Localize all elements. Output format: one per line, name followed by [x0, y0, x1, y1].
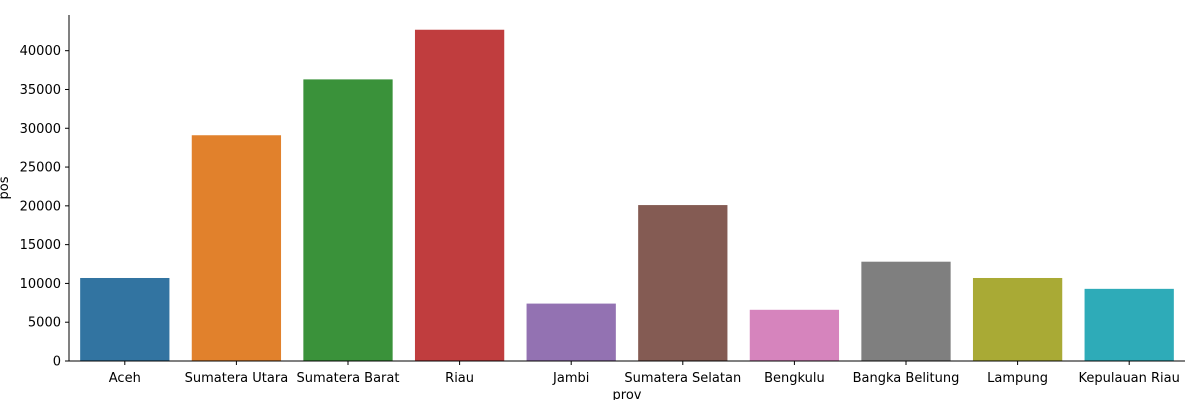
bar-aceh — [80, 277, 170, 361]
bar-bengkulu — [749, 309, 840, 361]
x-tick-label: Bangka Belitung — [853, 371, 960, 386]
bar-sumatera-barat — [303, 79, 393, 361]
x-tick-label: Jambi — [552, 371, 589, 386]
bars-group — [80, 29, 1174, 362]
y-tick-label: 20000 — [20, 199, 61, 214]
y-tick-label: 5000 — [28, 316, 61, 331]
x-tick-label: Kepulauan Riau — [1079, 371, 1180, 386]
y-tick-label: 25000 — [20, 161, 61, 176]
x-axis-label: prov — [613, 388, 642, 400]
bar-jambi — [526, 303, 616, 361]
bar-kepulauan-riau — [1084, 288, 1174, 361]
x-tick-label: Bengkulu — [764, 371, 825, 386]
x-tick-label: Lampung — [987, 371, 1048, 386]
x-tick-label: Sumatera Utara — [185, 371, 289, 386]
y-tick-label: 30000 — [20, 122, 61, 137]
y-tick-label: 15000 — [20, 238, 61, 253]
x-tick-label: Sumatera Barat — [297, 371, 400, 386]
bar-sumatera-utara — [191, 135, 282, 361]
bar-lampung — [972, 277, 1063, 361]
bar-sumatera-selatan — [638, 205, 728, 361]
x-axis-ticks: Aceh Sumatera Utara Sumatera Barat Riau Jamb… — [109, 361, 1180, 386]
bar-bangka-belitung — [861, 261, 951, 361]
x-tick-label: Riau — [445, 371, 474, 386]
y-axis-label: pos — [0, 176, 12, 199]
y-tick-label: 0 — [53, 355, 61, 370]
y-tick-label: 40000 — [20, 44, 61, 59]
x-tick-label: Aceh — [109, 371, 141, 386]
y-tick-label: 35000 — [20, 83, 61, 98]
bar-riau — [414, 29, 505, 362]
y-axis-ticks: 0 5000 10000 15000 20000 25000 30000 35000 40000 — [20, 44, 69, 370]
y-tick-label: 10000 — [20, 277, 61, 292]
x-tick-label: Sumatera Selatan — [624, 371, 741, 386]
